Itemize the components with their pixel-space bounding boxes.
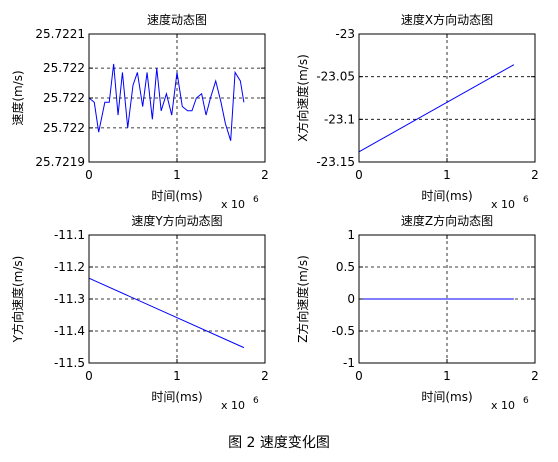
y-tick-label: -11.4 xyxy=(54,324,85,338)
x-exponent-label: x 10 xyxy=(491,198,515,211)
x-exponent-label: x 10 xyxy=(221,198,245,211)
x-tick-label: 0 xyxy=(355,369,363,383)
x-tick-label: 1 xyxy=(173,168,181,182)
x-axis-label: 时间(ms) xyxy=(151,390,202,404)
y-tick-label: -23.05 xyxy=(316,70,355,84)
x-tick-label: 0 xyxy=(355,168,363,182)
y-tick-label: 25.722 xyxy=(43,121,85,135)
series-line-1 xyxy=(88,63,245,141)
y-tick-label: 25.7219 xyxy=(35,155,85,169)
chart-title: 速度Y方向动态图 xyxy=(131,213,222,228)
y-tick-label: -23.1 xyxy=(324,112,355,126)
y-tick-label: 25.722 xyxy=(43,91,85,105)
y-tick-label: 1 xyxy=(347,228,355,242)
x-axis-label: 时间(ms) xyxy=(151,189,202,203)
y-tick-label: 0.5 xyxy=(336,260,355,274)
y-tick-label: -23.15 xyxy=(316,155,355,169)
chart-1: 0 1 2 25.7219 25.722 25.722 25.722 25.7221 速度动态图… xyxy=(10,12,269,211)
y-tick-label: -23 xyxy=(335,27,355,41)
y-axis-label: Z方向速度(m/s) xyxy=(295,255,310,343)
x-exponent-label: x 10 xyxy=(221,399,245,412)
y-tick-label: -1 xyxy=(343,356,355,370)
y-axis-label: 速度(m/s) xyxy=(10,70,25,125)
x-tick-label: 1 xyxy=(173,369,181,383)
y-tick-label: -11.5 xyxy=(54,356,85,370)
y-axis-label: X方向速度(m/s) xyxy=(295,54,310,142)
x-axis-label: 时间(ms) xyxy=(421,390,472,404)
x-exponent-label: x 10 xyxy=(491,399,515,412)
chart-title: 速度Z方向动态图 xyxy=(401,213,493,228)
x-tick-label: 2 xyxy=(531,369,539,383)
y-tick-label: 25.7221 xyxy=(35,27,85,41)
x-tick-label: 0 xyxy=(85,168,93,182)
series-line-1 xyxy=(358,64,515,153)
plot-area xyxy=(359,34,535,162)
y-tick-label: 0 xyxy=(347,292,355,306)
x-tick-label: 2 xyxy=(531,168,539,182)
figure-caption: 图 2 速度变化图 xyxy=(228,435,330,451)
x-tick-label: 1 xyxy=(443,168,451,182)
x-tick-label: 1 xyxy=(443,369,451,383)
y-tick-label: -11.1 xyxy=(54,228,85,242)
series-line-1 xyxy=(88,277,245,349)
x-tick-label: 2 xyxy=(261,168,269,182)
x-tick-label: 0 xyxy=(85,369,93,383)
x-exponent-power: 6 xyxy=(523,195,529,205)
figure: 0 1 2 25.7219 25.722 25.722 25.722 25.7221 速度动态图… xyxy=(10,12,539,412)
chart-title: 速度动态图 xyxy=(147,12,207,27)
x-exponent-power: 6 xyxy=(523,396,529,406)
y-tick-label: -11.2 xyxy=(54,260,85,274)
y-tick-label: -11.3 xyxy=(54,292,85,306)
x-tick-label: 2 xyxy=(261,369,269,383)
y-tick-label: 25.722 xyxy=(43,61,85,75)
chart-title: 速度X方向动态图 xyxy=(401,12,493,27)
x-exponent-power: 6 xyxy=(253,396,259,406)
y-tick-label: -0.5 xyxy=(332,324,355,338)
y-axis-label: Y方向速度(m/s) xyxy=(10,256,25,344)
x-exponent-power: 6 xyxy=(253,195,259,205)
x-axis-label: 时间(ms) xyxy=(421,189,472,203)
chart-3: 0 1 2 -11.5 -11.4 -11.3 -11.2 -11.1 速度Y方向动态图时间(m… xyxy=(10,213,269,412)
